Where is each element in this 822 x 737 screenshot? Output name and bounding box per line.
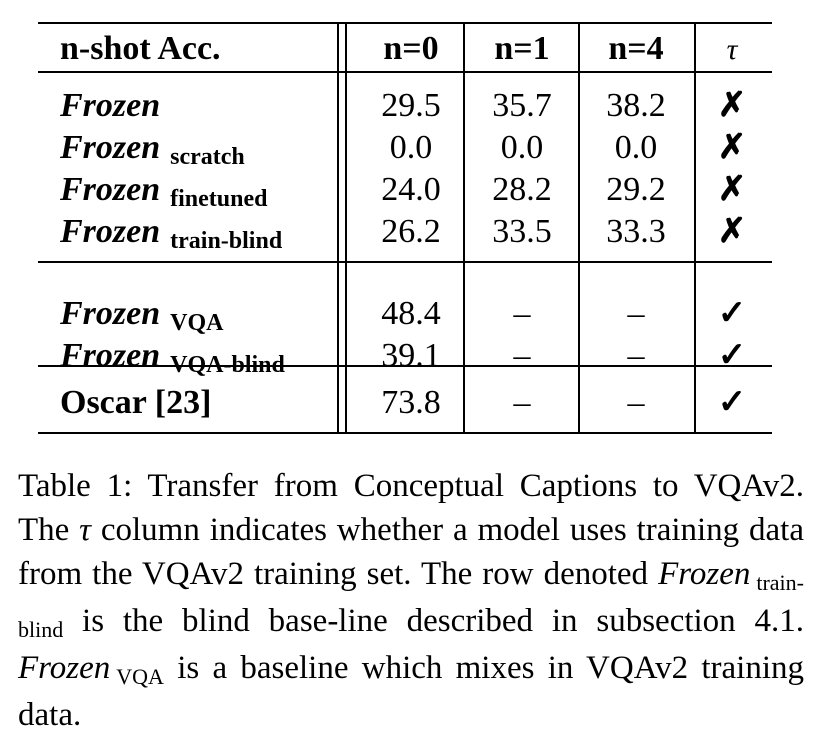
- model-name: Frozen: [60, 337, 161, 374]
- cell-tau-mark: ✗: [717, 87, 747, 124]
- row-model-label: Frozen scratch: [60, 128, 245, 171]
- col-sep-tau: [694, 22, 696, 434]
- row-model-label: Oscar [23]: [60, 383, 211, 423]
- model-name: Frozen: [60, 295, 161, 332]
- cell-tau-mark: ✓: [717, 337, 747, 374]
- double-vline-left: [337, 22, 339, 434]
- caption-tau-symbol: τ: [79, 512, 91, 548]
- model-variant: scratch: [170, 144, 245, 170]
- caption-text-1: Table 1: Transfer from Conceptual Captio…: [18, 468, 804, 548]
- header-n0: n=0: [383, 30, 439, 67]
- cell-tau-mark: ✗: [717, 171, 747, 208]
- model-variant: VQA: [170, 310, 224, 336]
- results-table: n-shot Acc. n=0 n=1 n=4 τ Frozen 29.5 35.7…: [38, 22, 772, 436]
- col-sep-n1: [463, 22, 465, 434]
- caption-sub-2: VQA: [116, 664, 164, 689]
- caption-text-2: column indicates whether a model uses tr…: [18, 512, 804, 592]
- header-n1: n=1: [494, 30, 550, 67]
- cell-n0: 24.0: [381, 171, 441, 208]
- cell-n1: 35.7: [492, 87, 552, 124]
- double-vline-right: [345, 22, 347, 434]
- cell-n4: 38.2: [606, 87, 666, 124]
- model-name: Frozen: [60, 213, 161, 250]
- table-caption: Table 1: Transfer from Conceptual Captio…: [18, 464, 804, 737]
- cell-tau-mark: ✓: [717, 384, 747, 421]
- caption-sub-1: train-blind: [18, 570, 804, 642]
- cell-n4: –: [627, 337, 645, 374]
- cell-n1: –: [513, 337, 531, 374]
- caption-text-3: is the blind base-line described in subs…: [63, 603, 804, 639]
- cell-n0: 73.8: [381, 384, 441, 421]
- cell-n1: –: [513, 295, 531, 332]
- bottom-rule: [38, 432, 772, 434]
- model-variant: finetuned: [170, 186, 268, 212]
- cell-n0: 0.0: [389, 129, 433, 166]
- header-tau: τ: [726, 33, 738, 66]
- row-model-label: Frozen VQA-blind: [60, 336, 285, 379]
- cell-n4: 0.0: [614, 129, 658, 166]
- cell-n0: 48.4: [381, 295, 441, 332]
- header-rule: [38, 71, 772, 73]
- caption-frozen-2: Frozen: [18, 650, 111, 686]
- cell-n4: 33.3: [606, 213, 666, 250]
- model-name: Frozen: [60, 87, 161, 124]
- model-variant: train-blind: [170, 228, 283, 254]
- model-name: Frozen: [60, 129, 161, 166]
- cell-n1: –: [513, 384, 531, 421]
- cell-n4: –: [627, 384, 645, 421]
- row-model-label: Frozen: [60, 86, 160, 126]
- cell-tau-mark: ✗: [717, 129, 747, 166]
- caption-text-4: is a baseline which mixes in VQAv2 train…: [18, 650, 804, 733]
- model-name: Frozen: [60, 171, 161, 208]
- top-rule: [38, 22, 772, 24]
- cell-n4: 29.2: [606, 171, 666, 208]
- model-name: Oscar [23]: [60, 384, 212, 421]
- cell-tau-mark: ✗: [717, 213, 747, 250]
- col-sep-n4: [578, 22, 580, 434]
- row-model-label: Frozen train-blind: [60, 212, 282, 255]
- cell-n1: 0.0: [500, 129, 544, 166]
- cell-n1: 33.5: [492, 213, 552, 250]
- group-rule-1: [38, 261, 772, 263]
- row-model-label: Frozen VQA: [60, 294, 223, 337]
- cell-n0: 39.1: [381, 337, 441, 374]
- cell-n1: 28.2: [492, 171, 552, 208]
- group-rule-2: [38, 365, 772, 367]
- header-metric: n-shot Acc.: [60, 30, 221, 67]
- header-n4: n=4: [608, 30, 664, 67]
- cell-n0: 29.5: [381, 87, 441, 124]
- cell-n4: –: [627, 295, 645, 332]
- caption-frozen-1: Frozen: [658, 556, 751, 592]
- cell-tau-mark: ✓: [717, 295, 747, 332]
- cell-n0: 26.2: [381, 213, 441, 250]
- row-model-label: Frozen finetuned: [60, 170, 268, 213]
